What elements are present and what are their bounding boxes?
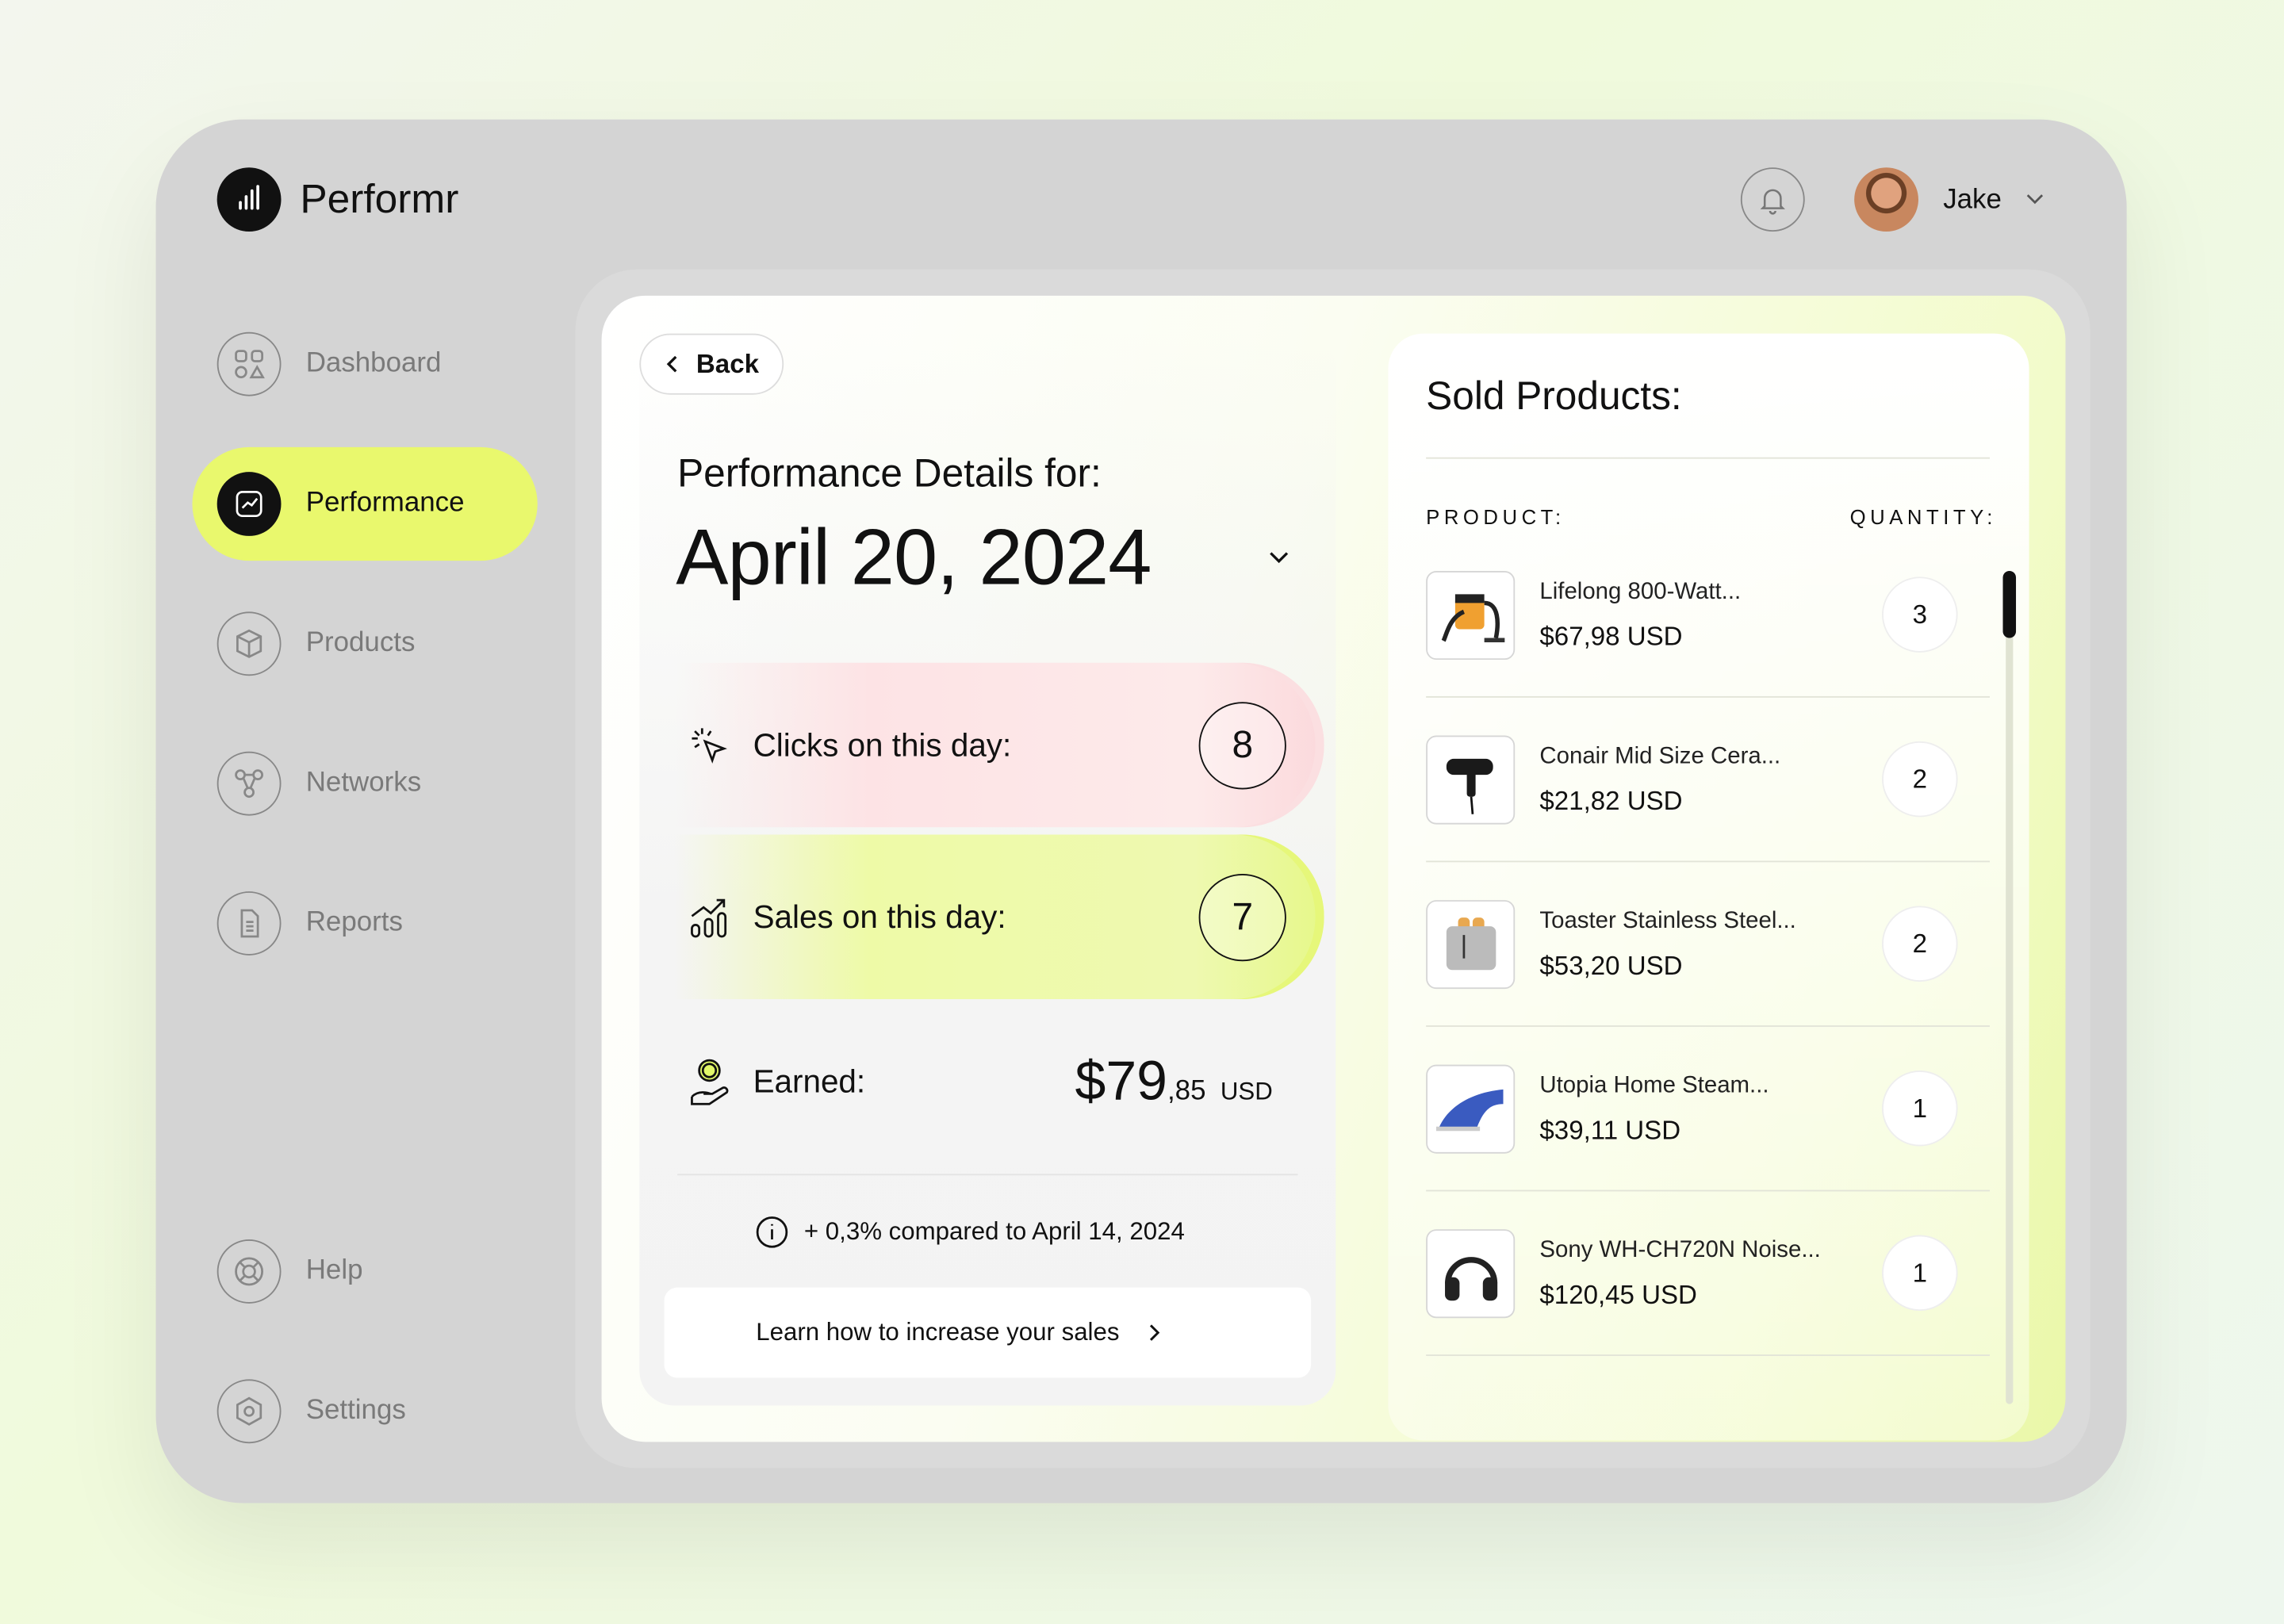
sidebar-item-label: Help (305, 1255, 363, 1286)
user-name[interactable]: Jake (1943, 185, 2002, 216)
clicks-value: 8 (1198, 701, 1286, 789)
back-button[interactable]: Back (639, 333, 784, 395)
divider (677, 1174, 1298, 1176)
column-header-quantity: QUANTITY: (1849, 505, 1997, 529)
network-icon (217, 751, 282, 816)
sidebar-item-help[interactable]: Help (192, 1215, 537, 1328)
sidebar-item-label: Networks (305, 767, 422, 799)
sidebar-item-dashboard[interactable]: Dashboard (192, 308, 537, 421)
earned-main: $79 (1075, 1051, 1167, 1113)
sidebar-item-performance[interactable]: Performance (192, 446, 538, 561)
grid-shapes-icon (217, 331, 282, 396)
info-icon (756, 1216, 788, 1248)
column-header-product: PRODUCT: (1426, 505, 1565, 529)
document-icon (217, 891, 282, 956)
chevron-left-icon (666, 355, 677, 373)
cursor-click-icon (692, 727, 727, 763)
sidebar-item-reports[interactable]: Reports (192, 867, 537, 980)
scrollbar-thumb[interactable] (2002, 570, 2017, 638)
product-name: Toaster Stainless Steel... (1539, 909, 1796, 934)
earned-cents: ,85 (1167, 1076, 1206, 1107)
coin-hand-icon (691, 1059, 729, 1105)
divider (1426, 1354, 1990, 1356)
earned-amount: $79 ,85 USD (1075, 1051, 1273, 1114)
earned-label: Earned: (753, 1063, 866, 1100)
sold-products-title: Sold Products: (1426, 374, 1682, 419)
product-price: $21,82 USD (1539, 786, 1683, 816)
sidebar-item-label: Products (305, 627, 416, 659)
sales-value: 7 (1198, 873, 1286, 961)
clicks-label: Clicks on this day: (753, 726, 1012, 763)
scrollbar-track[interactable] (2006, 570, 2014, 1404)
logo-icon (217, 167, 282, 232)
product-name: Conair Mid Size Cera... (1539, 744, 1781, 769)
sidebar-item-label: Settings (305, 1395, 406, 1427)
comparison-note: + 0,3% compared to April 14, 2024 (754, 1215, 1185, 1250)
sales-row: Sales on this day: 7 (674, 834, 1324, 999)
product-price: $67,98 USD (1539, 622, 1683, 652)
sidebar-item-label: Performance (305, 488, 465, 519)
sidebar-item-settings[interactable]: Settings (192, 1354, 537, 1468)
product-name: Lifelong 800-Watt... (1539, 580, 1742, 605)
divider (1426, 1025, 1990, 1027)
comparison-text: + 0,3% compared to April 14, 2024 (803, 1217, 1185, 1246)
toaster-image (1426, 900, 1516, 990)
sales-label: Sales on this day: (753, 898, 1006, 935)
avatar[interactable] (1854, 167, 1918, 232)
sales-chart-icon (691, 898, 727, 937)
divider (1426, 1189, 1990, 1192)
details-heading: Performance Details for: (677, 451, 1102, 496)
product-row[interactable]: Lifelong 800-Watt... $67,98 USD 3 (1426, 570, 1990, 736)
sidebar-item-label: Dashboard (305, 347, 442, 379)
clicks-row: Clicks on this day: 8 (674, 662, 1324, 828)
product-row[interactable]: Toaster Stainless Steel... $53,20 USD 2 (1426, 900, 1990, 1065)
steam-iron-image (1426, 1064, 1516, 1154)
lifebuoy-icon (217, 1239, 282, 1304)
product-quantity: 1 (1882, 1235, 1958, 1312)
gear-icon (217, 1379, 282, 1444)
chevron-right-icon (1150, 1324, 1161, 1341)
product-quantity: 2 (1882, 741, 1958, 818)
hair-dryer-image (1426, 735, 1516, 825)
learn-sales-label: Learn how to increase your sales (756, 1318, 1120, 1346)
product-quantity: 1 (1882, 1070, 1958, 1147)
box-icon (217, 611, 282, 676)
headphones-image (1426, 1229, 1516, 1319)
divider (1426, 695, 1990, 698)
earned-currency: USD (1220, 1078, 1273, 1106)
chart-line-icon (217, 472, 282, 536)
product-row[interactable]: Conair Mid Size Cera... $21,82 USD 2 (1426, 735, 1990, 901)
vacuum-image (1426, 570, 1516, 661)
app-name: Performr (300, 176, 459, 222)
sidebar-item-label: Reports (305, 907, 403, 938)
product-price: $39,11 USD (1539, 1115, 1681, 1145)
product-name: Sony WH-CH720N Noise... (1539, 1238, 1821, 1263)
product-quantity: 3 (1882, 576, 1958, 653)
divider (1426, 860, 1990, 863)
notifications-bell-icon[interactable] (1740, 167, 1805, 232)
chevron-down-icon[interactable] (2023, 186, 2046, 217)
divider (1426, 457, 1990, 459)
learn-sales-button[interactable]: Learn how to increase your sales (664, 1287, 1312, 1378)
product-row[interactable]: Sony WH-CH720N Noise... $120,45 USD 1 (1426, 1229, 1990, 1394)
product-price: $120,45 USD (1539, 1280, 1697, 1310)
product-name: Utopia Home Steam... (1539, 1073, 1769, 1098)
product-row[interactable]: Utopia Home Steam... $39,11 USD 1 (1426, 1064, 1990, 1230)
product-quantity: 2 (1882, 906, 1958, 982)
sidebar-item-networks[interactable]: Networks (192, 727, 537, 841)
chevron-down-icon[interactable] (1266, 543, 1292, 576)
product-price: $53,20 USD (1539, 951, 1683, 981)
sidebar-item-products[interactable]: Products (192, 587, 537, 700)
date-selector-value[interactable]: April 20, 2024 (676, 514, 1152, 602)
back-label: Back (696, 348, 759, 378)
